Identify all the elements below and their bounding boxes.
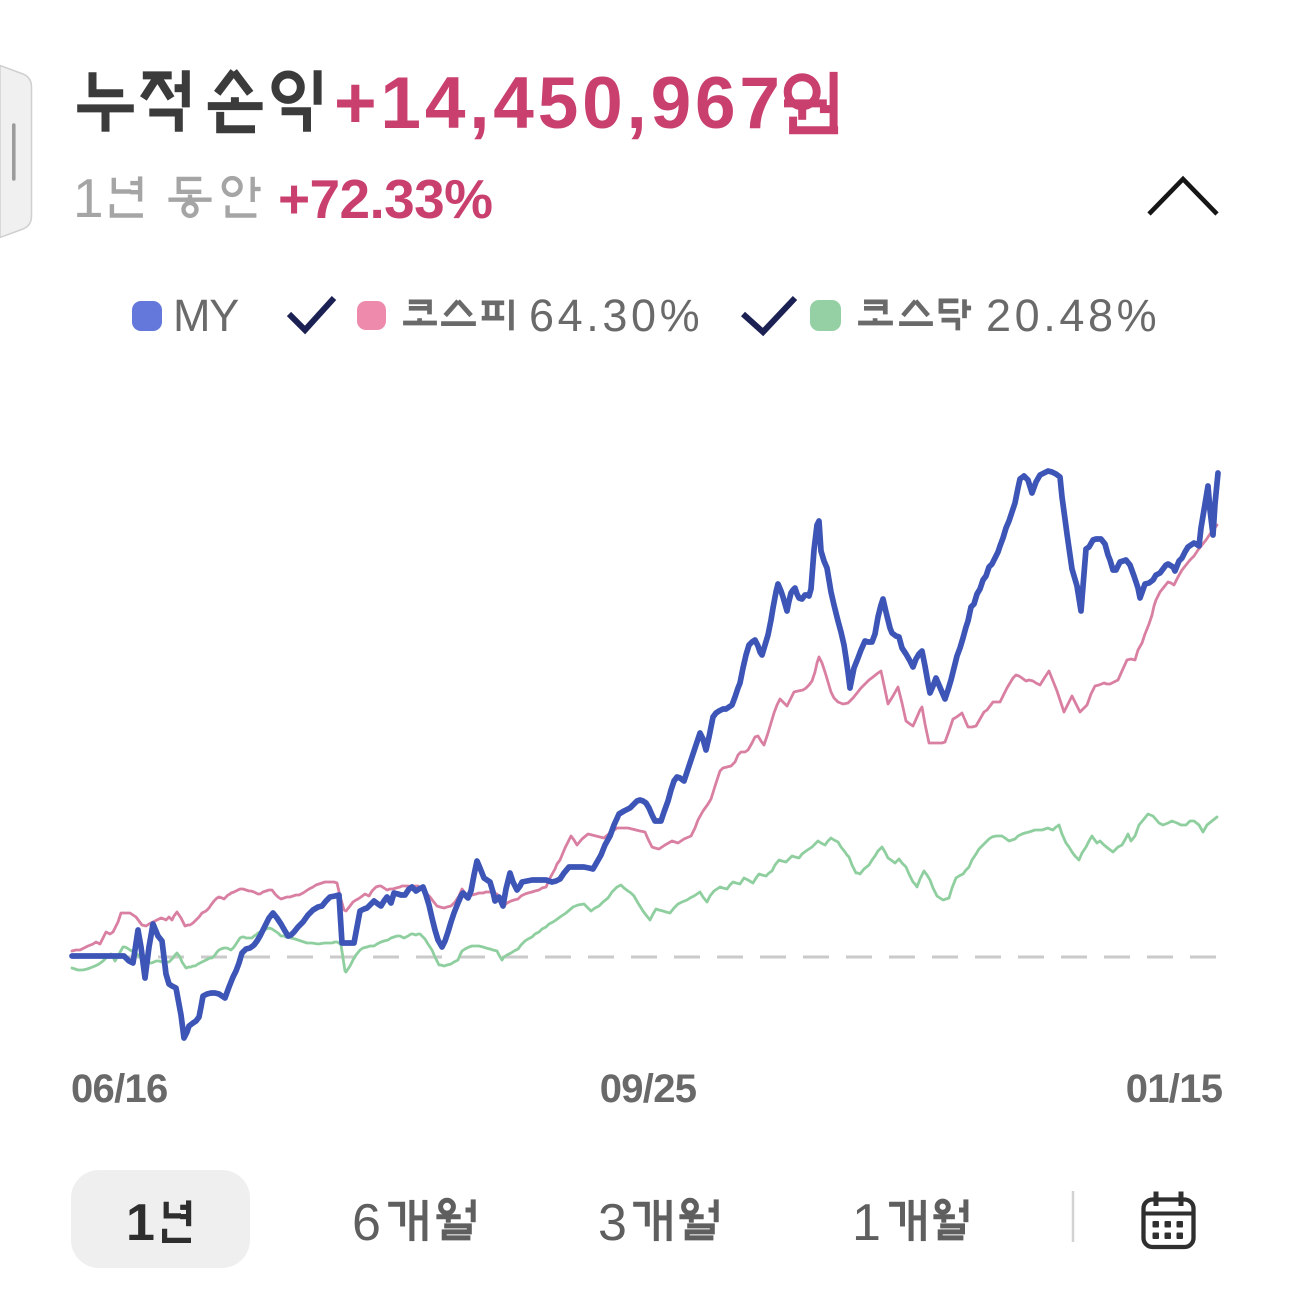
svg-text:64.30%: 64.30% xyxy=(529,290,703,341)
svg-text:+72.33%: +72.33% xyxy=(278,168,492,230)
svg-text:06/16: 06/16 xyxy=(71,1067,168,1111)
svg-text:1: 1 xyxy=(126,1194,155,1252)
svg-text:01/15: 01/15 xyxy=(1126,1067,1223,1111)
svg-text:1: 1 xyxy=(73,167,104,229)
svg-text:1: 1 xyxy=(852,1194,881,1252)
svg-text:6: 6 xyxy=(352,1194,381,1252)
svg-text:3: 3 xyxy=(598,1194,627,1252)
svg-text:+14,450,967: +14,450,967 xyxy=(334,63,784,144)
svg-text:MY: MY xyxy=(173,290,239,341)
svg-text:20.48%: 20.48% xyxy=(986,290,1160,341)
svg-text:09/25: 09/25 xyxy=(600,1067,697,1111)
